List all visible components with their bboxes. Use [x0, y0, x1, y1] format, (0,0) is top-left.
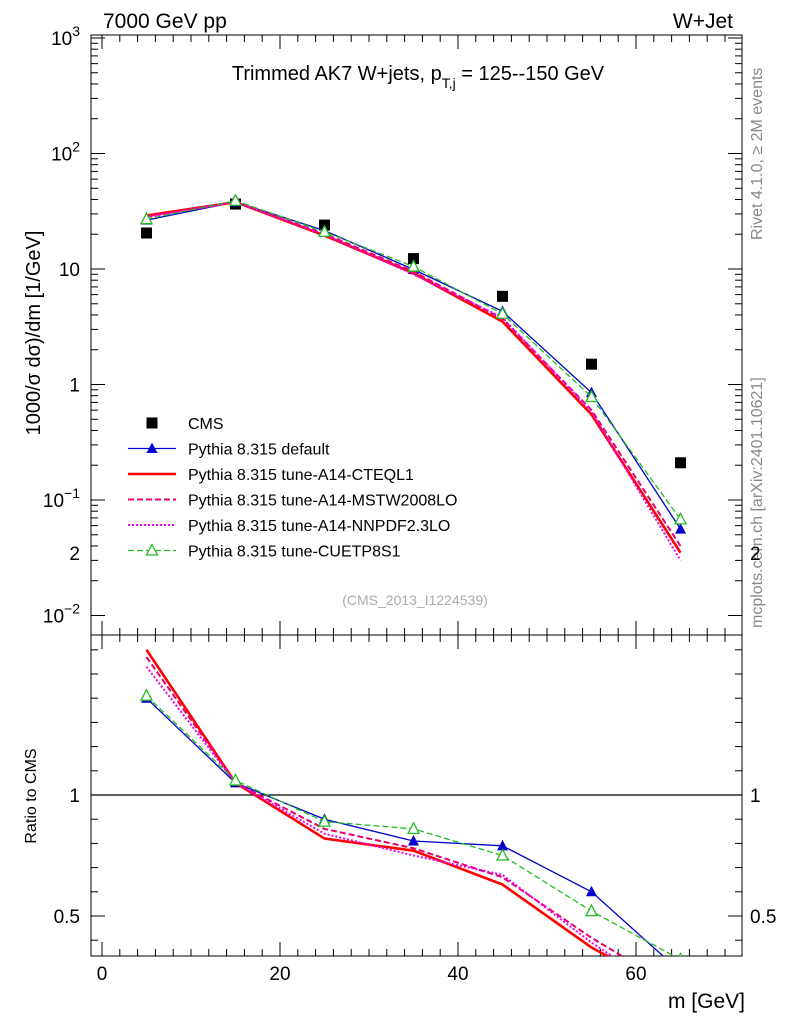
x-axis-label: m [GeV]	[668, 990, 745, 1013]
ratio-series-line	[146, 697, 665, 956]
main-data-point	[673, 511, 688, 525]
main-data-point	[497, 290, 508, 302]
ratio-data-point	[584, 903, 599, 917]
ratio-y-tick-label-right: 1	[750, 786, 761, 807]
ratio-data-point	[586, 885, 597, 897]
main-series-pythia-8-315-tune-cuetp8s1	[139, 193, 688, 525]
tick-base: 10	[43, 607, 64, 628]
legend-label: Pythia 8.315 tune-A14-MSTW2008LO	[188, 493, 457, 510]
title-rest: = 125--150 GeV	[456, 63, 605, 85]
tick-exponent: 2	[72, 139, 80, 155]
legend-label: CMS	[188, 416, 224, 433]
legend-entry-cms: CMS	[146, 416, 224, 433]
ratio-panel: 0.5 0.5 1 1 2 2 0 20 40 60 Ratio to CMS m [GeV]	[23, 544, 776, 1013]
tick-exponent: −2	[64, 601, 80, 617]
x-tick-label: 20	[269, 964, 290, 985]
ratio-data-point	[317, 814, 332, 827]
ratio-y-tick-label: 0.5	[54, 907, 80, 928]
ratio-series-group	[139, 649, 686, 977]
tick-exponent: 3	[72, 23, 80, 39]
ratio-data-point	[406, 821, 421, 835]
legend-label: Pythia 8.315 tune-A14-NNPDF2.3LO	[188, 518, 450, 535]
legend-label: Pythia 8.315 tune-CUETP8S1	[188, 544, 401, 561]
title-subscript: T,j	[442, 75, 456, 91]
ratio-y-axis-label: Ratio to CMS	[23, 748, 40, 843]
tick-exponent: −1	[64, 485, 80, 501]
legend-marker	[146, 417, 158, 429]
x-tick-labels: 0 20 40 60	[97, 964, 647, 985]
legend-marker	[146, 442, 158, 453]
tick-base: 10	[51, 29, 72, 50]
plot-title: Trimmed AK7 W+jets, pT,j = 125--150 GeV	[232, 63, 605, 91]
tick-base: 10	[43, 491, 64, 512]
main-axis-ticks	[91, 35, 742, 635]
rivet-version-label: Rivet 4.1.0, ≥ 2M events	[749, 68, 766, 240]
legend: CMS Pythia 8.315 default Pythia 8.315 tune…	[128, 416, 457, 561]
header-right-label: W+Jet	[673, 10, 733, 33]
main-data-point	[141, 227, 152, 239]
ratio-series-line	[145, 666, 614, 956]
mcplots-label: mcplots.cern.ch [arXiv:2401.10621]	[749, 377, 766, 628]
ratio-series-pythia-8-315-default	[141, 692, 686, 977]
legend-marker	[145, 543, 159, 556]
main-data-point	[495, 306, 510, 319]
ratio-y-tick-labels: 0.5 0.5 1 1 2 2	[54, 544, 777, 928]
ratio-data-point	[228, 773, 243, 786]
ratio-data-point	[495, 848, 510, 861]
ratio-data-point	[675, 966, 686, 977]
main-y-tick-label: 103	[51, 23, 80, 50]
tick-base: 10	[59, 260, 80, 281]
ratio-y-tick-label-right: 0.5	[750, 907, 776, 928]
legend-label: Pythia 8.315 default	[188, 442, 330, 459]
main-y-tick-label: 1	[69, 376, 80, 397]
ratio-data-point	[678, 952, 683, 956]
main-data-point	[584, 389, 599, 403]
main-data-point	[408, 253, 419, 265]
ratio-y-tick-label-right: 2	[750, 544, 761, 565]
tick-base: 10	[51, 145, 72, 166]
analysis-watermark: (CMS_2013_I1224539)	[342, 592, 488, 608]
main-y-tick-label: 10	[59, 260, 80, 281]
legend-entry-pythia-8-315-tune-a14-nnpdf2-3lo: Pythia 8.315 tune-A14-NNPDF2.3LO	[128, 518, 450, 535]
x-tick-label: 40	[447, 964, 468, 985]
main-y-tick-label: 102	[51, 139, 80, 166]
main-data-point	[317, 224, 332, 237]
ratio-series-pythia-8-315-tune-a14-nnpdf2-3lo	[145, 666, 614, 956]
header-left-label: 7000 GeV pp	[103, 10, 227, 33]
ratio-series-pythia-8-315-tune-cuetp8s1	[139, 688, 683, 956]
main-data-point	[228, 193, 243, 206]
legend-entry-pythia-8-315-tune-a14-cteql1: Pythia 8.315 tune-A14-CTEQL1	[128, 467, 414, 484]
main-series-group	[139, 193, 688, 561]
main-y-tick-label: 10−1	[43, 485, 80, 512]
main-y-tick-label: 10−2	[43, 601, 80, 628]
tick-base: 1	[69, 376, 80, 397]
ratio-data-point	[139, 688, 154, 701]
ratio-data-point	[408, 834, 419, 846]
ratio-y-tick-label: 1	[69, 786, 80, 807]
main-y-axis-label: 1000/σ dσ)/dm [1/GeV]	[23, 231, 45, 436]
title-main: Trimmed AK7 W+jets, p	[232, 63, 442, 85]
main-data-point	[406, 259, 421, 272]
main-data-point	[675, 457, 686, 469]
x-tick-label: 60	[625, 964, 646, 985]
legend-entry-pythia-8-315-tune-a14-mstw2008lo: Pythia 8.315 tune-A14-MSTW2008LO	[128, 493, 457, 510]
legend-entry-pythia-8-315-default: Pythia 8.315 default	[128, 442, 330, 459]
ratio-y-tick-label: 2	[69, 544, 80, 565]
main-data-point	[139, 211, 154, 225]
ratio-axis-ticks	[91, 635, 742, 956]
legend-label: Pythia 8.315 tune-A14-CTEQL1	[188, 467, 414, 484]
main-data-point	[675, 523, 686, 534]
main-data-point	[586, 358, 597, 370]
ratio-data-point	[497, 839, 508, 851]
x-tick-label: 0	[97, 964, 108, 985]
legend-entry-pythia-8-315-tune-cuetp8s1: Pythia 8.315 tune-CUETP8S1	[128, 543, 401, 561]
